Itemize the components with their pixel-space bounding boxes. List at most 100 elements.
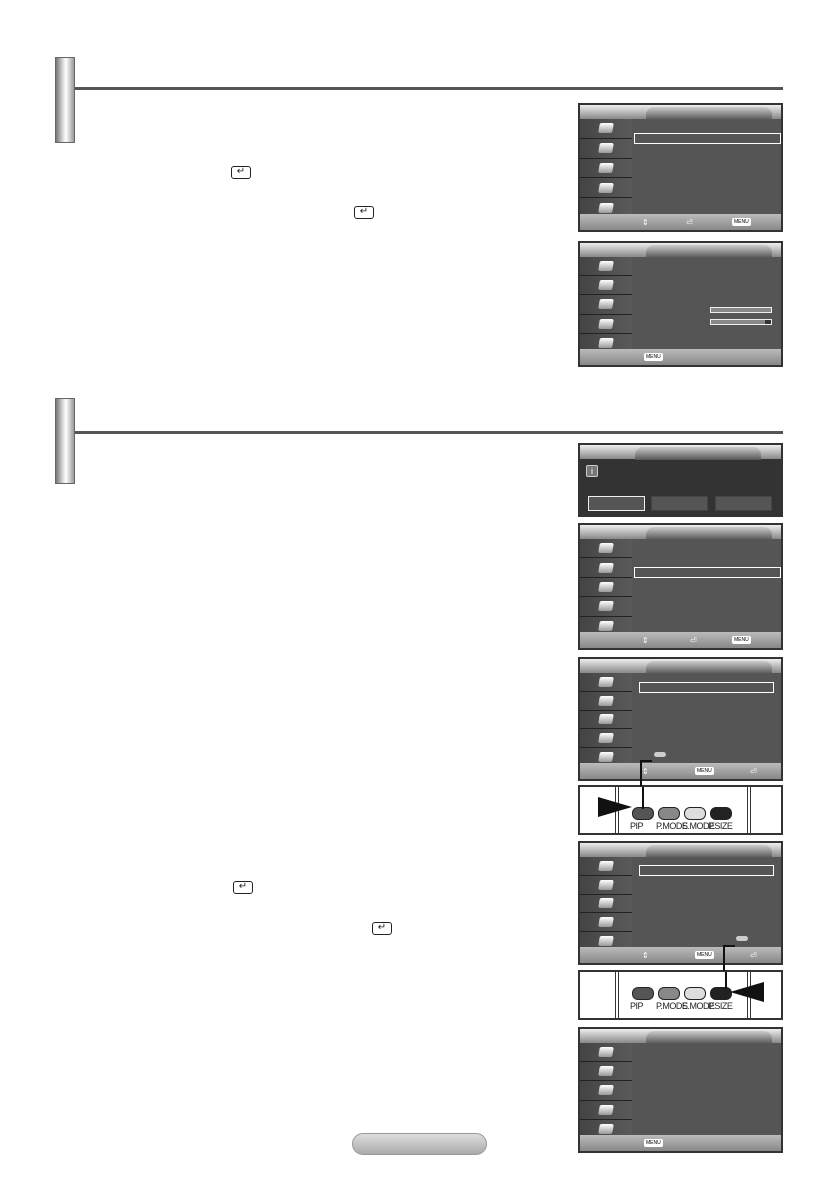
sidebar-item-channel[interactable]: [580, 729, 632, 749]
sidebar-item-input[interactable]: [580, 119, 632, 139]
remote-control-closeup: PIP P.MODE S.MODE P.SIZE: [578, 785, 783, 835]
sidebar-item-picture[interactable]: [580, 691, 632, 711]
setup-icon: [598, 1123, 614, 1134]
remote-color-button[interactable]: [684, 807, 706, 820]
picture-icon: [598, 695, 614, 706]
menu-sidebar: [580, 539, 632, 636]
setup-icon: [598, 620, 614, 631]
remote-color-button[interactable]: [710, 987, 732, 1000]
confirm-dialog: i: [578, 443, 783, 517]
arrow-line: [642, 787, 644, 809]
up-down-icon: ⇕: [642, 636, 649, 645]
setup-icon: [598, 936, 614, 947]
menu-button-icon[interactable]: MENU: [732, 636, 751, 644]
screen-footer: MENU ⇕ ⏎: [580, 214, 781, 230]
channel-icon: [598, 1104, 614, 1115]
screen-footer: MENU: [580, 349, 781, 365]
screen-title-tab: [646, 661, 772, 674]
menu-button-icon[interactable]: MENU: [732, 218, 751, 226]
sound-icon: [598, 898, 614, 909]
menu-sidebar: [580, 857, 632, 951]
arrow-line: [640, 760, 652, 762]
remote-color-button[interactable]: [658, 987, 680, 1000]
input-icon: [598, 543, 614, 554]
yes-button[interactable]: [588, 496, 645, 511]
menu-sidebar: [580, 119, 632, 218]
input-icon: [598, 860, 614, 871]
sidebar-item-picture[interactable]: [580, 276, 632, 296]
screen-title-tab: [646, 527, 772, 540]
tv-menu-screen: MENU ⇕ ⏎: [578, 103, 783, 232]
sidebar-item-channel[interactable]: [580, 314, 632, 334]
sidebar-item-input[interactable]: [580, 539, 632, 559]
enter-icon: ↵: [372, 922, 392, 935]
progress-bar[interactable]: [710, 319, 772, 325]
menu-button-icon[interactable]: MENU: [695, 951, 714, 959]
remote-button-label: P.SIZE: [708, 1001, 733, 1011]
sound-icon: [598, 581, 614, 592]
remote-color-button[interactable]: [710, 807, 732, 820]
menu-button-icon[interactable]: MENU: [695, 767, 714, 775]
section-1-rule: [75, 87, 783, 90]
selected-menu-row[interactable]: [639, 682, 774, 693]
tv-menu-screen: MENU ⇕ ⏎: [578, 841, 783, 965]
menu-button-icon[interactable]: MENU: [644, 353, 663, 361]
sidebar-item-input[interactable]: [580, 673, 632, 692]
setup-icon: [598, 202, 614, 213]
remote-button-label: P.SIZE: [708, 821, 733, 831]
up-down-icon: ⇕: [642, 951, 649, 960]
progress-bar[interactable]: [710, 307, 772, 313]
arrow-line: [640, 760, 642, 786]
screen-footer: MENU ⇕ ⏎: [580, 947, 781, 963]
channel-icon: [598, 601, 614, 612]
sidebar-item-channel[interactable]: [580, 1100, 632, 1120]
enter-icon: ⏎: [750, 951, 757, 960]
sound-icon: [598, 162, 614, 173]
sidebar-item-sound[interactable]: [580, 894, 632, 914]
arrow-line: [723, 945, 735, 947]
sidebar-item-picture[interactable]: [580, 558, 632, 578]
sidebar-item-input[interactable]: [580, 857, 632, 876]
setup-icon: [598, 752, 614, 763]
picture-icon: [598, 280, 614, 291]
remote-color-button[interactable]: [684, 987, 706, 1000]
remote-control-closeup: PIP P.MODE S.MODE P.SIZE: [578, 970, 783, 1020]
remote-body-edge: [615, 972, 619, 1018]
selected-menu-row[interactable]: [639, 865, 774, 876]
selected-menu-row[interactable]: [634, 567, 781, 578]
screen-title-tab: [646, 107, 772, 120]
no-button[interactable]: [651, 496, 708, 511]
sidebar-item-channel[interactable]: [580, 597, 632, 617]
enter-icon: ↵: [231, 166, 251, 179]
sidebar-item-sound[interactable]: [580, 1081, 632, 1101]
remote-color-button[interactable]: [658, 807, 680, 820]
enter-icon: ⏎: [690, 636, 697, 645]
sidebar-item-input[interactable]: [580, 257, 632, 277]
sidebar-item-picture[interactable]: [580, 875, 632, 895]
remote-color-button[interactable]: [632, 987, 654, 1000]
channel-icon: [598, 318, 614, 329]
sidebar-item-sound[interactable]: [580, 577, 632, 598]
sidebar-item-channel[interactable]: [580, 178, 632, 199]
sidebar-item-input[interactable]: [580, 1043, 632, 1063]
menu-button-icon[interactable]: MENU: [644, 1139, 663, 1147]
hand-pointer-icon: [730, 982, 764, 1002]
cancel-button[interactable]: [715, 496, 772, 511]
sidebar-item-sound[interactable]: [580, 158, 632, 179]
section-2-rule: [75, 431, 783, 434]
sidebar-item-sound[interactable]: [580, 295, 632, 315]
sidebar-item-picture[interactable]: [580, 138, 632, 159]
enter-icon: ↵: [233, 881, 253, 894]
sidebar-item-sound[interactable]: [580, 710, 632, 730]
sidebar-item-channel[interactable]: [580, 913, 632, 933]
enter-icon: ⏎: [750, 767, 757, 776]
remote-button-label: P.MODE: [656, 1001, 688, 1011]
arrow-line: [725, 972, 727, 989]
sidebar-item-picture[interactable]: [580, 1062, 632, 1082]
remote-button-label: P.MODE: [656, 821, 688, 831]
up-down-icon: ⇕: [642, 218, 649, 227]
channel-icon: [598, 917, 614, 928]
tv-menu-screen: MENU ⇕ ⏎: [578, 657, 783, 781]
input-icon: [598, 1047, 614, 1058]
selected-menu-row[interactable]: [634, 133, 781, 144]
